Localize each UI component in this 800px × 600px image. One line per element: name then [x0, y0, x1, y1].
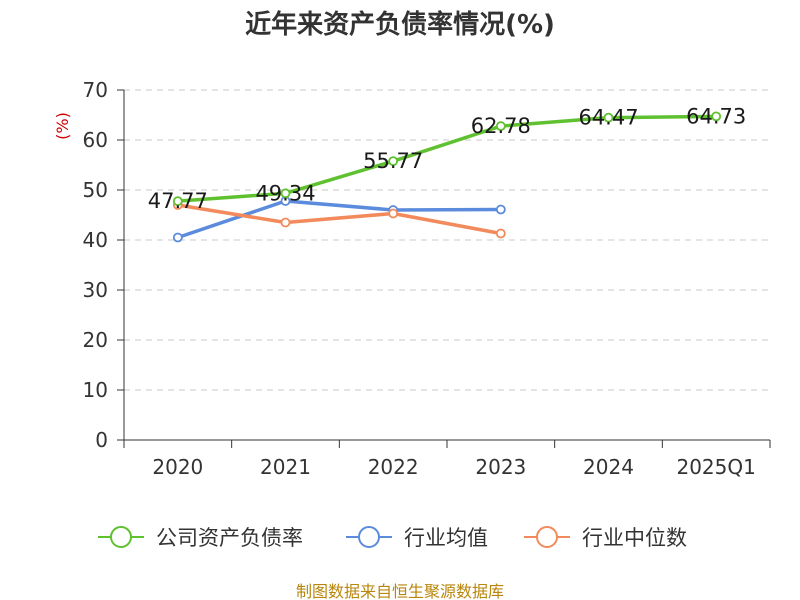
legend-item-0[interactable]: 公司资产负债率 — [98, 526, 303, 550]
legend-item-2[interactable]: 行业中位数 — [524, 526, 687, 550]
legend-marker — [110, 526, 132, 548]
data-label: 55.77 — [363, 149, 423, 173]
chart-title: 近年来资产负债率情况(%) — [245, 9, 555, 40]
data-point[interactable] — [172, 232, 183, 243]
x-tick-label: 2021 — [260, 455, 311, 479]
legend-marker — [536, 526, 558, 548]
data-label: 62.78 — [471, 114, 531, 138]
x-tick-label: 2023 — [475, 455, 526, 479]
y-tick-label: 50 — [83, 178, 108, 202]
legend-label: 行业均值 — [404, 526, 488, 550]
legend-label: 公司资产负债率 — [156, 526, 303, 550]
y-tick-label: 40 — [83, 228, 108, 252]
legend[interactable]: 公司资产负债率 行业均值 行业中位数 — [98, 526, 687, 550]
x-tick-label: 2025Q1 — [676, 455, 755, 479]
grid-lines — [124, 89, 770, 391]
x-tick-label: 2022 — [368, 455, 419, 479]
data-label: 64.73 — [686, 104, 746, 128]
legend-label: 行业中位数 — [582, 526, 687, 550]
data-point[interactable] — [495, 204, 506, 215]
source-note: 制图数据来自恒生聚源数据库 — [296, 582, 504, 600]
data-point[interactable] — [388, 156, 399, 167]
series-layer — [172, 111, 722, 243]
data-point[interactable] — [495, 228, 506, 239]
data-label: 49.34 — [255, 181, 315, 205]
y-tick-label: 30 — [83, 278, 108, 302]
data-point[interactable] — [280, 217, 291, 228]
y-tick-label: 70 — [83, 78, 108, 102]
data-label: 64.47 — [578, 106, 638, 130]
x-tick-label: 2020 — [152, 455, 203, 479]
series-line-0 — [177, 114, 717, 203]
data-point[interactable] — [711, 111, 722, 122]
y-tick-label: 20 — [83, 328, 108, 352]
series-line-2 — [177, 203, 502, 236]
data-point[interactable] — [388, 208, 399, 219]
legend-marker — [358, 526, 380, 548]
data-point[interactable] — [495, 121, 506, 131]
legend-item-1[interactable]: 行业均值 — [346, 526, 488, 550]
y-axis-label: (%) — [53, 112, 72, 140]
data-point[interactable] — [172, 196, 183, 207]
axes: 0 10 20 30 40 50 60 70 2020 2021 2022 2023 2024 2025Q… — [83, 78, 771, 479]
y-tick-label: 10 — [83, 378, 108, 402]
data-label: 47.77 — [148, 189, 208, 213]
data-labels: 47.77 49.34 55.77 62.78 64.47 64.73 — [148, 104, 746, 213]
y-tick-label: 60 — [83, 128, 108, 152]
y-tick-label: 0 — [95, 428, 108, 452]
data-point[interactable] — [603, 112, 614, 123]
data-point[interactable] — [280, 188, 291, 199]
series-line-1 — [177, 199, 501, 240]
x-tick-label: 2024 — [583, 455, 634, 479]
